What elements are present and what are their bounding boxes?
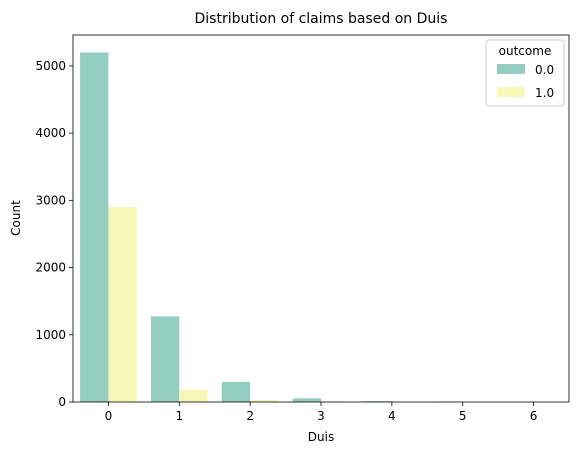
bar-1.0-0 (108, 207, 137, 402)
y-axis-label: Count (9, 200, 23, 236)
chart-title: Distribution of claims based on Duis (195, 11, 448, 27)
x-axis-label: Duis (308, 430, 334, 444)
y-tick-label: 2000 (35, 261, 66, 275)
y-tick-label: 3000 (35, 193, 66, 207)
legend-label-1.0: 1.0 (535, 86, 554, 100)
plot-frame (72, 34, 570, 403)
bar-1.0-2 (250, 399, 279, 402)
y-tick-label: 4000 (35, 126, 66, 140)
y-axis-ticks: 0 1000 2000 3000 4000 5000 (35, 59, 73, 409)
x-tick-label: 2 (246, 409, 254, 423)
x-tick-label: 3 (317, 409, 325, 423)
y-tick-label: 5000 (35, 59, 66, 73)
legend-label-0.0: 0.0 (535, 63, 554, 77)
y-tick-label: 0 (58, 395, 66, 409)
x-tick-label: 4 (388, 409, 396, 423)
legend-swatch-1.0 (497, 87, 525, 97)
legend-swatch-0.0 (497, 64, 525, 74)
bar-0.0-3 (292, 398, 321, 402)
bar-0.0-1 (150, 316, 180, 402)
bar-0.0-4 (363, 401, 392, 402)
bar-1.0-1 (179, 389, 208, 402)
y-tick-label: 1000 (35, 328, 66, 342)
x-tick-label: 0 (105, 409, 113, 423)
bars-group (80, 52, 534, 402)
x-tick-label: 5 (459, 409, 467, 423)
bar-0.0-0 (80, 52, 109, 402)
legend: outcome 0.0 1.0 (485, 39, 565, 107)
x-axis-ticks: 0 1 2 3 4 5 6 (105, 402, 538, 423)
bar-0.0-2 (221, 381, 251, 402)
x-tick-label: 1 (175, 409, 183, 423)
legend-title: outcome (499, 44, 552, 58)
x-tick-label: 6 (530, 409, 538, 423)
